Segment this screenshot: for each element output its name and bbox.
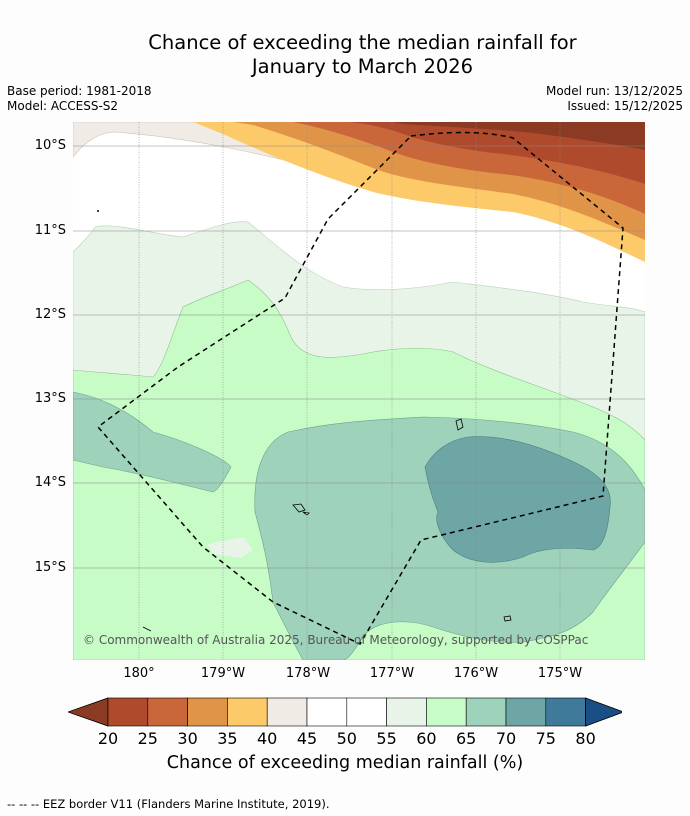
colorbar-segment	[465, 697, 507, 727]
model-name: Model: ACCESS-S2	[7, 99, 119, 113]
contour-20-25	[393, 122, 645, 150]
lon-label: 179°W	[200, 666, 246, 681]
colorbar-extension-low	[66, 697, 109, 727]
colorbar-segment	[505, 697, 547, 727]
map-svg	[73, 122, 645, 660]
colorbar-tick-label: 40	[257, 729, 278, 748]
lat-label: 11°S	[34, 223, 66, 238]
colorbar-extension-high	[585, 697, 625, 727]
colorbar	[66, 697, 625, 731]
base-period: Base period: 1981-2018	[7, 84, 152, 98]
gridlines	[73, 122, 645, 660]
lat-label: 14°S	[34, 475, 66, 490]
lon-label: 175°W	[537, 666, 583, 681]
colorbar-tick-label: 30	[177, 729, 198, 748]
contour-70-75	[424, 436, 611, 563]
colorbar-segment	[426, 697, 467, 727]
colorbar-tick-label: 80	[575, 729, 596, 748]
colorbar-segment	[266, 697, 308, 727]
lon-label: 180°	[123, 666, 155, 681]
lon-label: 176°W	[453, 666, 499, 681]
title-line-1: Chance of exceeding the median rainfall …	[148, 31, 577, 54]
copyright-notice: © Commonwealth of Australia 2025, Bureau…	[83, 633, 589, 647]
lon-label: 177°W	[369, 666, 415, 681]
lat-label: 13°S	[34, 391, 66, 406]
model-run: Model run: 13/12/2025	[545, 84, 683, 98]
island-4	[142, 626, 152, 632]
footnote-eez: -- -- -- EEZ border V11 (Flanders Marine…	[7, 797, 330, 811]
chart-title: Chance of exceeding the median rainfall …	[0, 31, 690, 79]
colorbar-segment	[386, 697, 427, 727]
island-5	[97, 210, 99, 212]
colorbar-tick-label: 50	[336, 729, 357, 748]
lat-label: 10°S	[34, 138, 66, 153]
colorbar-tick-label: 45	[296, 729, 318, 748]
colorbar-tick-label: 25	[137, 729, 158, 748]
colorbar-tick-label: 65	[456, 729, 477, 748]
lat-label: 12°S	[34, 307, 66, 322]
issued-date: Issued: 15/12/2025	[567, 99, 683, 113]
colorbar-tick-label: 55	[376, 729, 397, 748]
colorbar-segment	[107, 697, 149, 727]
colorbar-tick-label: 35	[217, 729, 238, 748]
contour-hole	[208, 537, 253, 558]
meta-right: Model run: 13/12/2025 Issued: 15/12/2025	[546, 84, 683, 114]
colorbar-segment	[227, 697, 268, 727]
lon-label: 178°W	[285, 666, 331, 681]
colorbar-segment	[346, 697, 387, 727]
colorbar-tick-label: 60	[416, 729, 437, 748]
colorbar-segment	[187, 697, 228, 727]
colorbar-segment	[147, 697, 188, 727]
island-3	[503, 615, 512, 622]
forecast-map	[73, 122, 645, 660]
meta-left: Base period: 1981-2018 Model: ACCESS-S2	[7, 84, 152, 114]
colorbar-segment	[306, 697, 348, 727]
lat-label: 15°S	[34, 560, 66, 575]
island-2	[292, 503, 310, 516]
title-line-2: January to March 2026	[251, 55, 474, 78]
colorbar-segment	[545, 697, 586, 727]
colorbar-svg	[66, 697, 625, 727]
eez-border	[96, 131, 624, 645]
island-1	[455, 418, 464, 431]
colorbar-tick-label: 70	[495, 729, 517, 748]
colorbar-label: Chance of exceeding median rainfall (%)	[166, 753, 524, 773]
colorbar-tick-label: 75	[535, 729, 556, 748]
colorbar-tick-label: 20	[97, 729, 119, 748]
